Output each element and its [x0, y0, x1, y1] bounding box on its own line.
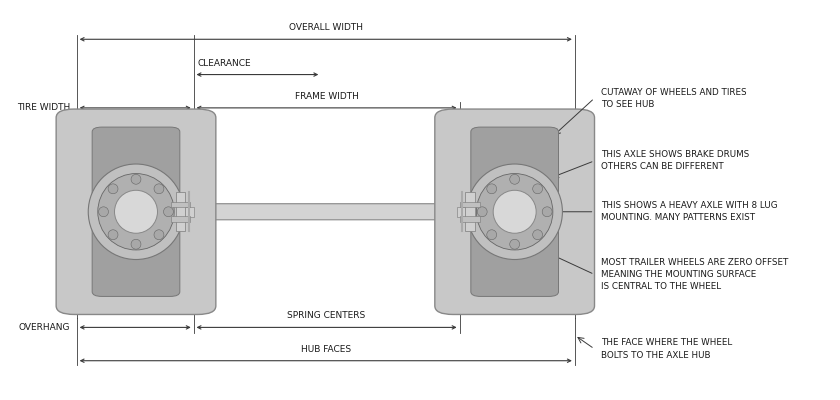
Ellipse shape	[477, 207, 487, 217]
FancyBboxPatch shape	[92, 127, 180, 296]
Bar	[176, 192, 186, 231]
Ellipse shape	[493, 190, 536, 233]
FancyBboxPatch shape	[56, 109, 216, 314]
FancyBboxPatch shape	[179, 204, 472, 220]
Text: OVERALL WIDTH: OVERALL WIDTH	[289, 23, 363, 32]
Ellipse shape	[114, 190, 157, 233]
Ellipse shape	[533, 230, 543, 240]
Ellipse shape	[98, 207, 108, 217]
Ellipse shape	[486, 184, 496, 194]
Ellipse shape	[486, 230, 496, 240]
FancyBboxPatch shape	[471, 127, 559, 296]
Text: CUTAWAY OF WHEELS AND TIRES
TO SEE HUB: CUTAWAY OF WHEELS AND TIRES TO SEE HUB	[601, 88, 747, 109]
Ellipse shape	[476, 174, 553, 250]
Text: THIS SHOWS A HEAVY AXLE WITH 8 LUG
MOUNTING. MANY PATTERNS EXIST: THIS SHOWS A HEAVY AXLE WITH 8 LUG MOUNT…	[601, 201, 778, 222]
Text: OVERHANG: OVERHANG	[18, 323, 71, 332]
Text: THIS AXLE SHOWS BRAKE DRUMS
OTHERS CAN BE DIFFERENT: THIS AXLE SHOWS BRAKE DRUMS OTHERS CAN B…	[601, 150, 749, 171]
Ellipse shape	[131, 239, 141, 249]
Ellipse shape	[510, 239, 520, 249]
Ellipse shape	[88, 164, 184, 260]
Ellipse shape	[108, 230, 118, 240]
Ellipse shape	[467, 164, 563, 260]
Text: MOST TRAILER WHEELS ARE ZERO OFFSET
MEANING THE MOUNTING SURFACE
IS CENTRAL TO T: MOST TRAILER WHEELS ARE ZERO OFFSET MEAN…	[601, 258, 789, 291]
Text: HUB FACES: HUB FACES	[301, 345, 351, 354]
Ellipse shape	[131, 174, 141, 184]
Ellipse shape	[154, 184, 164, 194]
Ellipse shape	[97, 174, 174, 250]
Ellipse shape	[164, 207, 173, 217]
Ellipse shape	[510, 174, 520, 184]
Text: FRAME WIDTH: FRAME WIDTH	[295, 92, 359, 101]
Bar	[179, 207, 194, 217]
Bar	[171, 216, 191, 222]
FancyBboxPatch shape	[435, 109, 595, 314]
Text: SPRING CENTERS: SPRING CENTERS	[287, 311, 365, 320]
Bar	[171, 202, 191, 208]
Ellipse shape	[542, 207, 552, 217]
Bar	[460, 216, 480, 222]
Ellipse shape	[533, 184, 543, 194]
Ellipse shape	[108, 184, 118, 194]
Ellipse shape	[154, 230, 164, 240]
Text: THE FACE WHERE THE WHEEL
BOLTS TO THE AXLE HUB: THE FACE WHERE THE WHEEL BOLTS TO THE AX…	[601, 338, 732, 360]
Bar	[457, 207, 472, 217]
Text: TIRE WIDTH: TIRE WIDTH	[17, 103, 71, 112]
Bar	[460, 202, 480, 208]
Text: CLEARANCE: CLEARANCE	[197, 58, 251, 68]
Bar	[465, 192, 475, 231]
